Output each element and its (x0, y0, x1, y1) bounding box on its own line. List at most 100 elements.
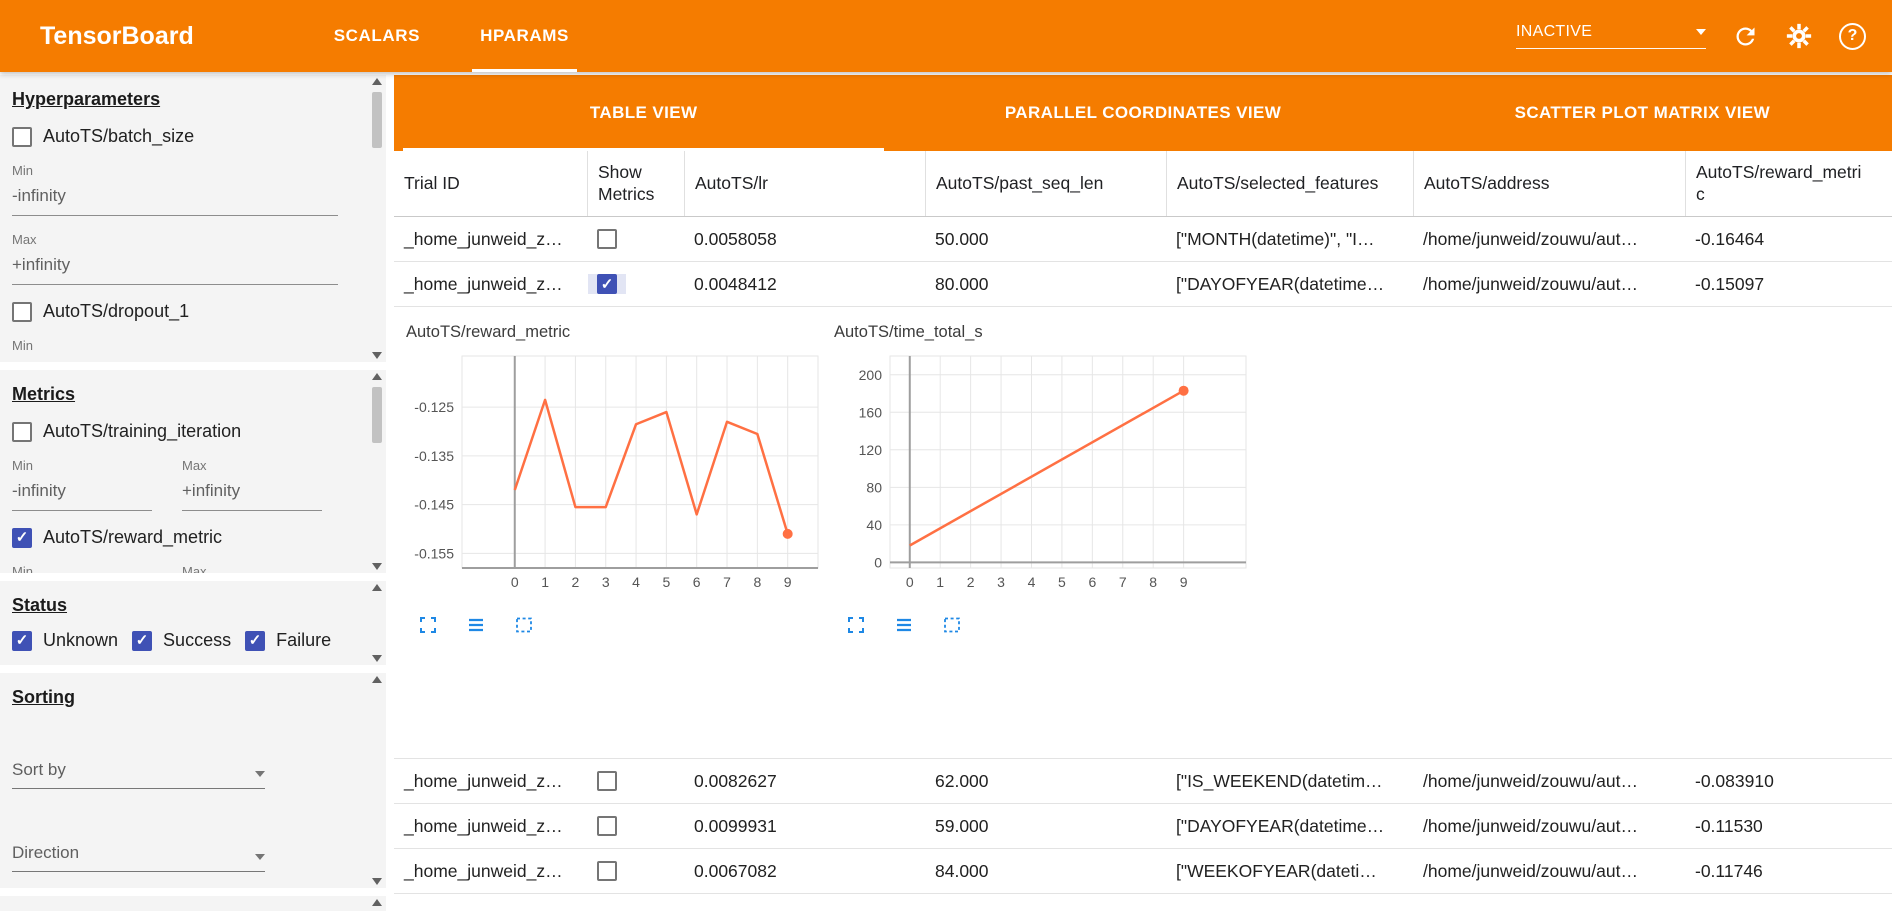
training-iteration-checkbox[interactable] (12, 421, 32, 442)
settings-gear-icon[interactable] (1785, 22, 1813, 50)
svg-text:160: 160 (859, 404, 883, 420)
reward-metric-checkbox[interactable] (12, 527, 32, 548)
svg-text:6: 6 (693, 574, 701, 590)
dropout-checkbox[interactable] (12, 301, 32, 322)
scroll-down-icon[interactable] (372, 352, 382, 359)
address-cell: /home/junweid/zouwu/aut… (1423, 770, 1638, 791)
svg-text:4: 4 (1028, 574, 1036, 590)
trial-id-cell: _home_junweid_z… (404, 273, 563, 294)
min-input[interactable]: -infinity (12, 186, 338, 216)
direction-value: Direction (12, 843, 80, 862)
scrollbar[interactable] (370, 584, 384, 662)
sort-by-dropdown[interactable]: Sort by (12, 760, 265, 789)
status-success-checkbox[interactable] (132, 630, 153, 651)
status-failure-checkbox[interactable] (245, 630, 266, 651)
status-unknown-row: Unknown (12, 630, 118, 651)
tab-scalars[interactable]: SCALARS (333, 26, 421, 45)
time-total-line-chart[interactable]: 0 1 2 3 4 5 6 7 8 9 0 40 80 120 160 200 (832, 350, 1252, 598)
lr-cell: 0.0099931 (694, 815, 777, 836)
max-input[interactable]: +infinity (12, 255, 338, 285)
column-header-selected-features: AutoTS/selected_features (1166, 151, 1413, 216)
tab-parallel-coordinates-label: PARALLEL COORDINATES VIEW (1004, 103, 1282, 122)
data-table-icon[interactable] (894, 615, 914, 635)
topbar-actions: INACTIVE ? (1516, 22, 1866, 50)
marquee-zoom-icon[interactable] (942, 615, 962, 635)
svg-text:0: 0 (511, 574, 519, 590)
run-status-dropdown[interactable]: INACTIVE (1516, 23, 1706, 49)
marquee-zoom-icon[interactable] (514, 615, 534, 635)
hyperparameters-panel: Hyperparameters AutoTS/batch_size Min -i… (0, 75, 386, 362)
svg-text:4: 4 (632, 574, 640, 590)
scrollbar-thumb[interactable] (372, 92, 382, 148)
lr-cell: 0.0048412 (694, 273, 777, 294)
paging-panel: Paging (0, 896, 386, 911)
scroll-down-icon[interactable] (372, 563, 382, 570)
scroll-up-icon[interactable] (372, 899, 382, 906)
svg-text:8: 8 (1149, 574, 1157, 590)
tab-table-view[interactable]: TABLE VIEW (394, 75, 893, 151)
show-metrics-checkbox[interactable] (597, 229, 617, 249)
top-navigation: SCALARS HPARAMS (304, 0, 599, 72)
svg-text:-0.125: -0.125 (414, 399, 454, 415)
past-seq-len-cell: 62.000 (935, 770, 989, 791)
app-title: TensorBoard (40, 21, 194, 50)
svg-text:200: 200 (859, 367, 883, 383)
status-unknown-checkbox[interactable] (12, 630, 32, 651)
chevron-down-icon (1696, 29, 1706, 35)
chevron-down-icon (255, 854, 265, 860)
scroll-up-icon[interactable] (372, 676, 382, 683)
past-seq-len-cell: 59.000 (935, 815, 989, 836)
reward-metric-cell: -0.083910 (1695, 770, 1774, 791)
fullscreen-icon[interactable] (846, 615, 866, 635)
table-row: _home_junweid_z… 0.0067082 84.000 ["WEEKOFY… (394, 849, 1892, 894)
help-icon[interactable]: ? (1839, 22, 1866, 50)
scrollbar[interactable] (370, 899, 384, 911)
trial-id-cell: _home_junweid_z… (404, 770, 563, 791)
scroll-up-icon[interactable] (372, 373, 382, 380)
scroll-up-icon[interactable] (372, 584, 382, 591)
hparam-batch-size-row: AutoTS/batch_size (12, 126, 360, 147)
hparams-sidebar: Hyperparameters AutoTS/batch_size Min -i… (0, 75, 386, 911)
tab-scatter-plot-matrix-view[interactable]: SCATTER PLOT MATRIX VIEW (1393, 75, 1892, 151)
max-input[interactable]: +infinity (182, 481, 322, 511)
svg-text:80: 80 (866, 479, 882, 495)
scroll-down-icon[interactable] (372, 655, 382, 662)
batch-size-checkbox[interactable] (12, 126, 32, 147)
direction-dropdown[interactable]: Direction (12, 843, 265, 872)
min-label: Min (12, 163, 33, 178)
tab-parallel-coordinates-view[interactable]: PARALLEL COORDINATES VIEW (893, 75, 1392, 151)
selected-features-cell: ["IS_WEEKEND(datetim… (1176, 770, 1383, 791)
show-metrics-checkbox[interactable] (597, 771, 617, 791)
metric-training-iteration-row: AutoTS/training_iteration (12, 421, 360, 442)
svg-text:7: 7 (723, 574, 731, 590)
table-row: _home_junweid_z… 0.0082627 62.000 ["IS_WEEK… (394, 759, 1892, 804)
status-failure-label: Failure (276, 630, 332, 650)
show-metrics-cell (587, 816, 684, 836)
show-metrics-checkbox[interactable] (597, 274, 617, 294)
sorting-title: Sorting (12, 687, 75, 707)
scrollbar-thumb[interactable] (372, 387, 382, 443)
scrollbar[interactable] (370, 373, 384, 570)
reward-metric-cell: -0.11530 (1695, 815, 1763, 836)
svg-text:120: 120 (859, 442, 883, 458)
svg-text:7: 7 (1119, 574, 1127, 590)
scrollbar[interactable] (370, 676, 384, 885)
show-metrics-checkbox[interactable] (597, 861, 617, 881)
reward-metric-line-chart[interactable]: 0 1 2 3 4 5 6 7 8 9 -0.155 -0.145 -0.135 -0.125 (404, 350, 824, 598)
tab-hparams[interactable]: HPARAMS (450, 0, 599, 72)
selected-features-cell: ["WEEKOFYEAR(dateti… (1176, 860, 1377, 881)
refresh-icon[interactable] (1732, 23, 1759, 50)
scroll-up-icon[interactable] (372, 78, 382, 85)
fullscreen-icon[interactable] (418, 615, 438, 635)
chart-toolbar (832, 615, 1254, 635)
data-table-icon[interactable] (466, 615, 486, 635)
show-metrics-cell (587, 771, 684, 791)
min-input[interactable]: -infinity (12, 481, 152, 511)
selected-features-cell: ["DAYOFYEAR(datetime… (1176, 815, 1385, 836)
scroll-down-icon[interactable] (372, 878, 382, 885)
past-seq-len-cell: 50.000 (935, 228, 989, 249)
scrollbar[interactable] (370, 78, 384, 359)
address-cell: /home/junweid/zouwu/aut… (1423, 228, 1638, 249)
chevron-down-icon (255, 771, 265, 777)
show-metrics-checkbox[interactable] (597, 816, 617, 836)
